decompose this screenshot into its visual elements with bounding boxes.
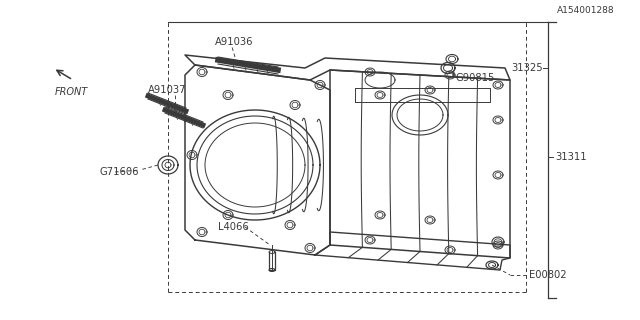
Text: 31311: 31311 xyxy=(555,152,587,162)
Text: FRONT: FRONT xyxy=(55,87,88,97)
Text: L4066: L4066 xyxy=(218,222,249,232)
Text: G90815: G90815 xyxy=(455,73,494,83)
Text: A91036: A91036 xyxy=(215,37,253,47)
Text: A91037: A91037 xyxy=(148,85,186,95)
Text: A154001288: A154001288 xyxy=(557,5,615,14)
Text: G71606: G71606 xyxy=(100,167,140,177)
Text: E00802: E00802 xyxy=(529,270,566,280)
Text: 31325: 31325 xyxy=(511,63,543,73)
